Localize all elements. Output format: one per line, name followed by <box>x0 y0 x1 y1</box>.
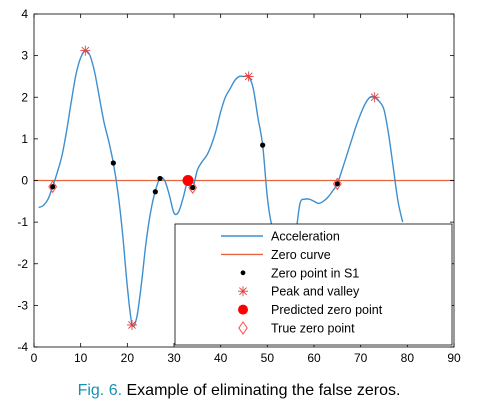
y-tick-label: 1 <box>21 132 28 146</box>
y-tick-label: -2 <box>17 257 28 271</box>
acceleration-series-line <box>38 49 404 327</box>
peak-valley-marker <box>243 71 254 82</box>
y-tick-label: -4 <box>17 340 28 354</box>
peak-valley-marker <box>127 319 137 330</box>
y-tick-label: -3 <box>17 298 28 312</box>
x-tick-label: 80 <box>401 351 415 365</box>
x-tick-label: 20 <box>121 351 135 365</box>
figure-caption: Fig. 6. Example of eliminating the false… <box>0 382 478 400</box>
legend-label-zero-curve: Zero curve <box>271 248 331 262</box>
legend-label-true-zero-point: True zero point <box>271 322 355 336</box>
x-tick-label: 70 <box>354 351 368 365</box>
y-tick-label: 0 <box>21 174 28 188</box>
figure-label: Fig. 6. <box>77 382 123 399</box>
true-zero-point-marker <box>188 181 198 194</box>
legend-box <box>174 223 453 346</box>
legend-label-peak-and-valley: Peak and valley <box>271 285 360 299</box>
zero-point-s1-marker <box>260 142 266 148</box>
x-tick-label: 10 <box>74 351 88 365</box>
legend-label-predicted-zero-point: Predicted zero point <box>271 303 383 317</box>
x-tick-label: 90 <box>447 351 461 365</box>
y-tick-label: -1 <box>17 215 28 229</box>
zero-point-s1-marker <box>110 160 116 166</box>
zero-point-s1-marker <box>152 189 158 195</box>
zero-point-s1-marker <box>334 181 340 187</box>
y-tick-label: 3 <box>21 49 28 63</box>
true-zero-point-marker <box>48 180 58 194</box>
zero-point-s1-marker <box>190 184 196 191</box>
x-tick-label: 40 <box>214 351 228 365</box>
x-tick-label: 50 <box>261 351 275 365</box>
y-tick-label: 4 <box>21 7 28 21</box>
legend-swatch-predicted-zero-point <box>238 304 248 315</box>
peak-valley-marker <box>369 92 380 103</box>
legend-swatch-true-zero-point <box>238 321 248 335</box>
x-tick-label: 0 <box>31 351 38 365</box>
legend-swatch-peak-and-valley <box>238 286 248 297</box>
legend-label-acceleration: Acceleration <box>271 230 340 244</box>
y-tick-label: 2 <box>21 90 28 104</box>
caption-text: Example of eliminating the false zeros. <box>126 382 401 399</box>
plot-area <box>34 45 454 330</box>
zero-point-s1-marker <box>50 184 56 190</box>
x-tick-label: 60 <box>307 351 321 365</box>
legend-swatch-zero-point-in-s1 <box>240 270 246 276</box>
x-tick-label: 30 <box>167 351 181 365</box>
peak-valley-marker <box>80 45 91 56</box>
legend-label-zero-point-in-s1: Zero point in S1 <box>271 266 359 280</box>
zero-point-s1-marker <box>157 175 163 182</box>
legend: Acceleration Zero curve Zero point in S1 Pe… <box>174 223 453 346</box>
true-zero-point-marker <box>332 177 342 191</box>
predicted-zero-point-marker <box>182 175 194 186</box>
